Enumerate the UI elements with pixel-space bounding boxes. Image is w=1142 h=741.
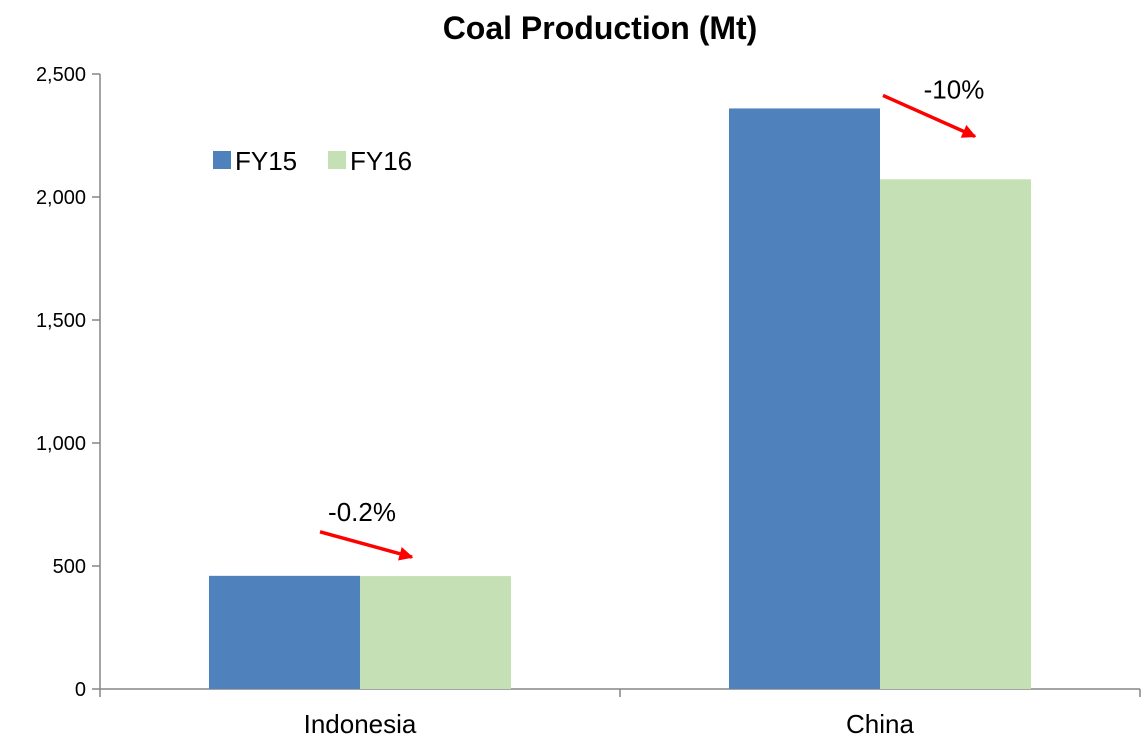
y-tick-label: 500: [53, 556, 86, 578]
y-tick-label: 0: [75, 679, 86, 701]
x-tick-label: China: [846, 709, 914, 739]
annotations: -0.2% -10%: [319, 74, 985, 561]
bar-fy15-indonesia: [209, 575, 360, 689]
annotation-arrow: [882, 93, 977, 139]
y-tick-label: 1,000: [36, 433, 86, 455]
annotation-arrow: [319, 530, 414, 561]
bars: [209, 108, 1031, 689]
legend: FY15 FY16: [213, 146, 412, 176]
axes: 0 500 1,000 1,500 2,000 2,500 Indonesia China: [36, 64, 1141, 739]
y-tick-label: 2,500: [36, 64, 86, 86]
annotation-label: -10%: [924, 74, 985, 104]
y-tick-label: 2,000: [36, 187, 86, 209]
x-tick-label: Indonesia: [304, 709, 417, 739]
y-tick-label: 1,500: [36, 310, 86, 332]
legend-label-fy15: FY15: [235, 146, 297, 176]
bar-fy16-indonesia: [360, 576, 511, 689]
legend-swatch-fy15: [213, 151, 231, 169]
chart-title: Coal Production (Mt): [442, 10, 758, 46]
legend-label-fy16: FY16: [350, 146, 412, 176]
annotation-label: -0.2%: [328, 497, 396, 527]
bar-fy15-china: [729, 108, 880, 689]
legend-swatch-fy16: [328, 151, 346, 169]
bar-fy16-china: [880, 179, 1031, 689]
